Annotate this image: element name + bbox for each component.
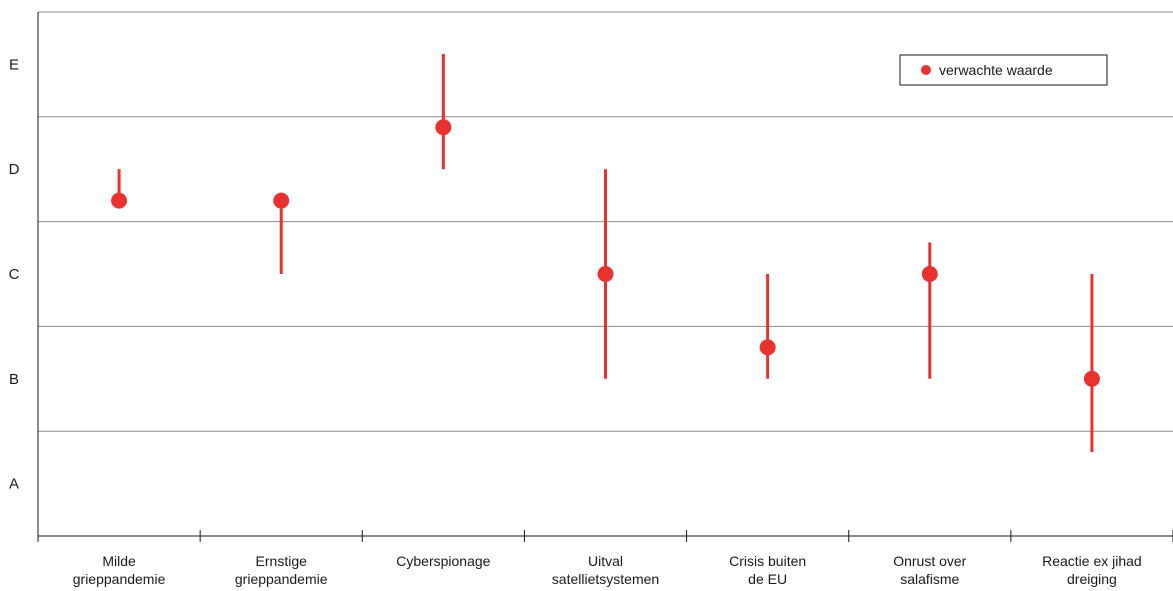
- expected-value-point: [273, 192, 290, 209]
- expected-value-point: [1083, 370, 1100, 387]
- x-tick-label: Onrust over salafisme: [893, 553, 966, 587]
- category-mark: [111, 169, 128, 209]
- x-tick-label: Crisis buiten de EU: [729, 553, 806, 587]
- y-tick-label: D: [9, 161, 20, 178]
- expected-value-point: [921, 266, 938, 282]
- x-tick-label: Milde grieppandemie: [73, 553, 166, 587]
- expected-value-point: [597, 266, 614, 282]
- legend-label: verwachte waarde: [939, 62, 1053, 78]
- axes: [37, 12, 1173, 542]
- x-tick-label: Uitval satellietsystemen: [552, 553, 659, 587]
- x-tick-label: Cyberspionage: [396, 553, 490, 569]
- y-tick-label: E: [9, 56, 19, 73]
- expected-value-point: [435, 119, 452, 136]
- expected-value-point: [759, 339, 776, 356]
- category-mark: [435, 53, 452, 170]
- x-tick-label: Reactie ex jihad dreiging: [1042, 553, 1142, 587]
- x-tick-labels: Milde grieppandemie Ernstige grieppandemie C…: [73, 553, 1142, 587]
- category-mark: [1083, 274, 1100, 453]
- y-tick-labels: A B C D E: [9, 56, 20, 492]
- legend-marker: [921, 65, 931, 75]
- legend-box: [899, 54, 1108, 86]
- expected-value-series: [111, 53, 1100, 453]
- x-tick-label: Ernstige grieppandemie: [235, 553, 328, 587]
- y-tick-label: C: [9, 266, 20, 283]
- y-tick-label: B: [9, 371, 19, 388]
- category-mark: [921, 242, 938, 379]
- y-tick-label: A: [9, 476, 19, 493]
- category-mark: [759, 274, 776, 379]
- category-mark: [273, 192, 290, 274]
- legend: verwachte waarde: [899, 54, 1108, 86]
- category-mark: [597, 169, 614, 379]
- expected-value-point: [111, 192, 128, 209]
